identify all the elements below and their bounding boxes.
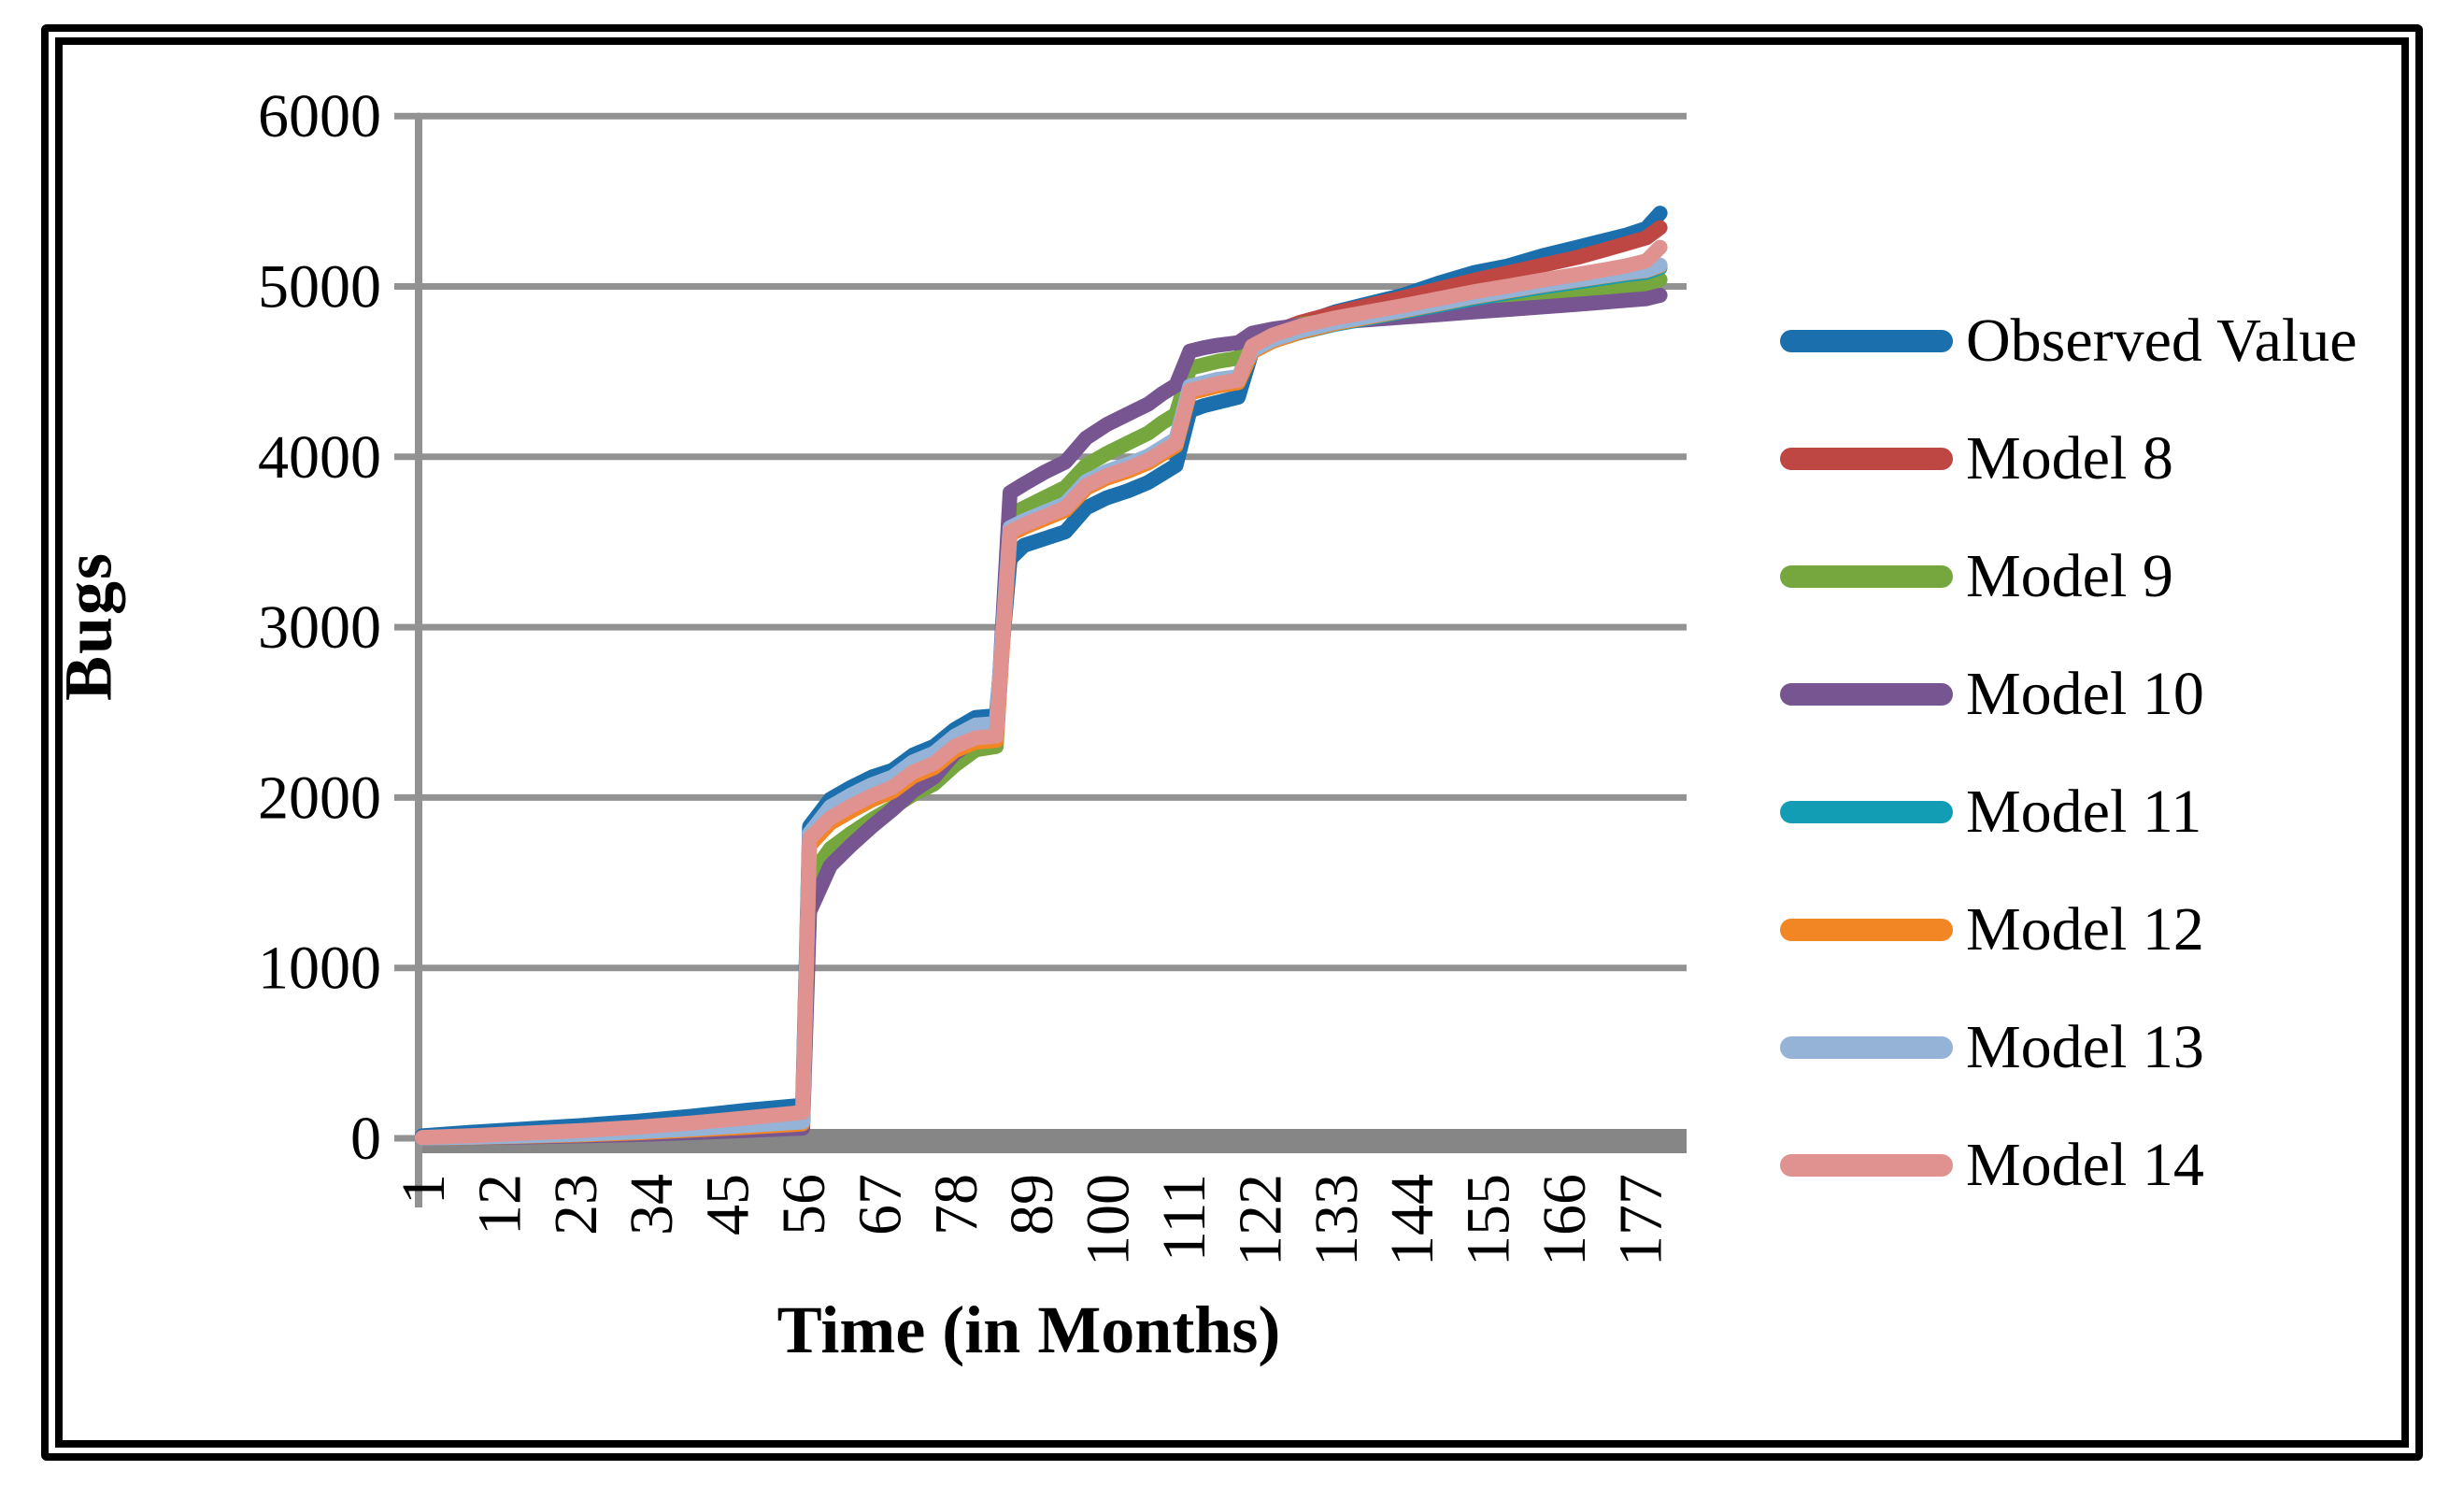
legend-swatch-icon (1780, 1036, 1953, 1059)
x-tick-label: 56 (770, 1174, 838, 1235)
legend-label: Observed Value (1966, 307, 2357, 375)
legend-label: Model 12 (1966, 895, 2204, 964)
legend-swatch-icon (1780, 919, 1953, 941)
x-tick-label: 133 (1303, 1174, 1371, 1266)
y-tick-label: 1000 (258, 935, 381, 1003)
legend-item-observed-value: Observed Value (1780, 282, 2357, 400)
series-line-model-14 (415, 239, 1668, 1146)
x-tick-label: 78 (922, 1174, 990, 1235)
x-tick-label: 12 (465, 1174, 534, 1235)
x-tick-label: 155 (1455, 1174, 1523, 1266)
x-tick-label: 177 (1606, 1174, 1674, 1266)
x-tick-label: 166 (1531, 1174, 1599, 1266)
legend-item-model-9: Model 9 (1780, 518, 2357, 635)
x-tick-label: 122 (1226, 1174, 1294, 1266)
x-axis-title: Time (in Months) (776, 1292, 1281, 1367)
y-tick-label: 0 (350, 1105, 381, 1173)
legend-item-model-12: Model 12 (1780, 871, 2357, 989)
y-tick-label: 3000 (258, 593, 381, 662)
y-tick-label: 4000 (258, 423, 381, 492)
x-tick-label: 89 (998, 1174, 1066, 1235)
chart-legend: Observed Value Model 8 Model 9 Model 10 Mode… (1780, 282, 2357, 1224)
series-line-model-8 (415, 220, 1668, 1146)
legend-label: Model 8 (1966, 424, 2173, 493)
x-tick-label: 100 (1075, 1174, 1143, 1266)
legend-item-model-10: Model 10 (1780, 635, 2357, 753)
series-line-model-11 (415, 260, 1668, 1146)
legend-swatch-icon (1780, 330, 1953, 352)
legend-label: Model 9 (1966, 542, 2173, 610)
legend-item-model-11: Model 11 (1780, 753, 2357, 871)
legend-swatch-icon (1780, 565, 1953, 588)
legend-swatch-icon (1780, 801, 1953, 823)
y-tick-label: 2000 (258, 764, 381, 832)
legend-swatch-icon (1780, 448, 1953, 470)
legend-item-model-13: Model 13 (1780, 989, 2357, 1107)
legend-label: Model 13 (1966, 1013, 2204, 1081)
x-tick-label: 34 (618, 1174, 686, 1235)
y-tick-label: 6000 (258, 82, 381, 150)
x-tick-label: 67 (846, 1174, 914, 1235)
series-line-model-9 (415, 272, 1668, 1146)
legend-item-model-8: Model 8 (1780, 400, 2357, 518)
x-tick-label: 1 (390, 1174, 458, 1205)
x-tick-label: 45 (694, 1174, 762, 1235)
series-line-model-13 (415, 257, 1668, 1146)
legend-swatch-icon (1780, 1154, 1953, 1177)
legend-label: Model 11 (1966, 778, 2202, 846)
legend-item-model-14: Model 14 (1780, 1107, 2357, 1224)
series-line-model-10 (415, 288, 1668, 1146)
x-tick-label: 111 (1150, 1174, 1218, 1262)
x-tick-label: 144 (1378, 1174, 1446, 1266)
y-tick-label: 5000 (258, 253, 381, 321)
series-line-model-12 (415, 258, 1668, 1146)
y-axis-title: Bugs (50, 550, 126, 702)
x-tick-label: 23 (542, 1174, 610, 1235)
series-line-observed-value (415, 206, 1668, 1144)
legend-label: Model 14 (1966, 1131, 2204, 1199)
legend-swatch-icon (1780, 683, 1953, 706)
legend-label: Model 10 (1966, 660, 2204, 728)
